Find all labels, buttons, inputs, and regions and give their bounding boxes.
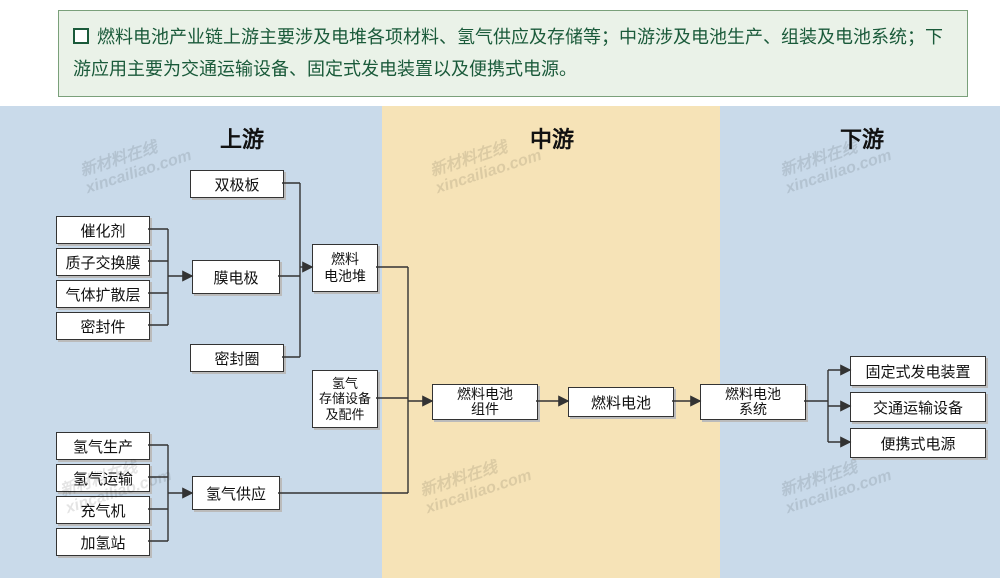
node-cell: 燃料电池 <box>568 387 674 417</box>
title-midstream: 中游 <box>530 122 574 154</box>
node-portable: 便携式电源 <box>850 428 986 458</box>
node-h2supply: 氢气供应 <box>192 476 280 510</box>
node-gasket: 密封圈 <box>190 344 284 372</box>
node-system: 燃料电池 系统 <box>700 384 806 420</box>
node-gdl: 气体扩散层 <box>56 280 150 308</box>
node-bipolar: 双极板 <box>190 170 284 198</box>
node-h2station: 加氢站 <box>56 528 150 556</box>
node-charger: 充气机 <box>56 496 150 524</box>
bullet-icon <box>73 28 89 44</box>
node-transport: 交通运输设备 <box>850 392 986 422</box>
title-upstream: 上游 <box>220 122 264 154</box>
node-h2prod: 氢气生产 <box>56 432 150 460</box>
summary-header: 燃料电池产业链上游主要涉及电堆各项材料、氢气供应及存储等；中游涉及电池生产、组装… <box>58 10 968 97</box>
col-downstream-bg <box>720 106 1000 578</box>
title-downstream: 下游 <box>840 122 884 154</box>
node-seal: 密封件 <box>56 312 150 340</box>
node-h2storage: 氢气 存储设备 及配件 <box>312 370 378 428</box>
node-stack: 燃料 电池堆 <box>312 244 378 292</box>
node-h2trans: 氢气运输 <box>56 464 150 492</box>
summary-text: 燃料电池产业链上游主要涉及电堆各项材料、氢气供应及存储等；中游涉及电池生产、组装… <box>73 27 943 79</box>
node-pem: 质子交换膜 <box>56 248 150 276</box>
node-catalyst: 催化剂 <box>56 216 150 244</box>
node-stationary: 固定式发电装置 <box>850 356 986 386</box>
diagram-stage: 燃料电池产业链上游主要涉及电堆各项材料、氢气供应及存储等；中游涉及电池生产、组装… <box>0 0 1000 578</box>
col-midstream-bg <box>382 106 720 578</box>
node-membrane: 膜电极 <box>192 260 280 294</box>
node-module: 燃料电池 组件 <box>432 384 538 420</box>
